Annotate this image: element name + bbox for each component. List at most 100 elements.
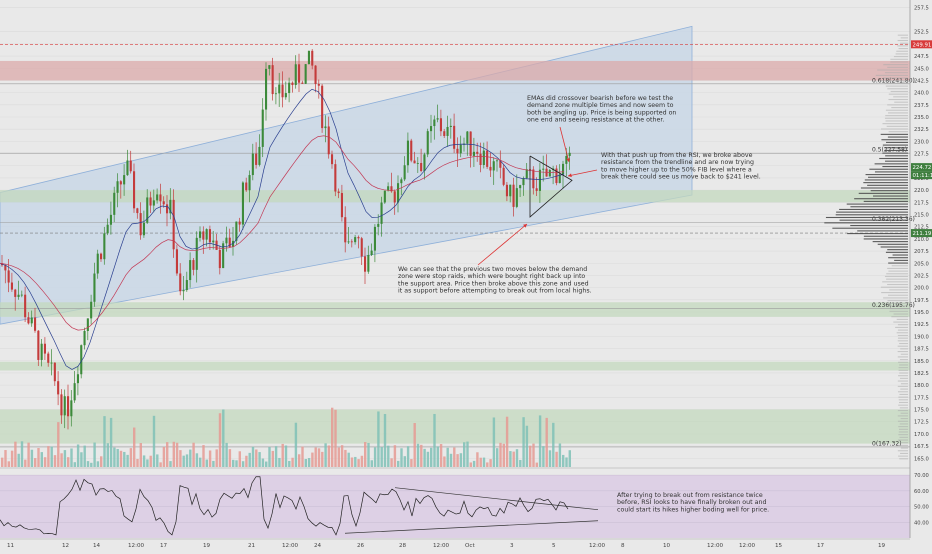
candle-body — [334, 164, 336, 191]
volume-profile-bar — [891, 91, 908, 92]
price-axis-tick-label: 175.0 — [914, 408, 929, 414]
resistance-price-tag: 249.91 — [913, 42, 932, 48]
rsi-breakout-note-line: before, RSI looks to have finally broken… — [617, 499, 766, 506]
volume-bar — [384, 414, 386, 467]
candle-body — [255, 154, 257, 165]
volume-bar — [219, 413, 221, 467]
volume-bar — [282, 444, 284, 467]
volume-profile-bar — [865, 179, 908, 180]
candle-body — [476, 152, 478, 154]
candle-body — [192, 260, 194, 270]
volume-bar — [344, 450, 346, 467]
candle-body — [258, 147, 260, 165]
candle-body — [130, 160, 132, 171]
candle-body — [163, 201, 165, 204]
volume-bar — [443, 456, 445, 467]
time-axis-label: 10 — [663, 543, 671, 549]
time-axis-label: 17 — [817, 543, 825, 549]
volume-bar — [493, 417, 495, 467]
volume-bar — [196, 453, 198, 467]
candle-body — [51, 363, 53, 364]
volume-profile-bar — [898, 338, 908, 339]
volume-bar — [232, 460, 234, 467]
candle-body — [470, 132, 472, 156]
candle-body — [509, 185, 511, 197]
price-axis-tick-label: 227.5 — [914, 152, 929, 158]
candle-body — [14, 290, 16, 297]
candle-body — [450, 126, 452, 127]
fib-level-label: 0(167.32) — [872, 440, 902, 447]
volume-bar — [117, 449, 119, 467]
candle-body — [34, 317, 36, 330]
rsi-push-note-line: resistance from the trendline and are no… — [601, 159, 754, 166]
volume-profile-bar — [893, 96, 908, 97]
volume-profile-bar — [847, 233, 908, 234]
price-axis-tick-label: 170.0 — [914, 432, 929, 438]
time-axis-label: 12:00 — [739, 543, 756, 549]
volume-bar — [24, 460, 26, 467]
candle-body — [87, 318, 89, 331]
volume-profile-bar — [884, 150, 908, 151]
volume-bar — [41, 452, 43, 467]
rsi-breakout-note-line: could start its hikes higher boding well… — [617, 506, 769, 513]
time-axis-label: 12:00 — [128, 543, 145, 549]
volume-bar — [460, 453, 462, 467]
volume-profile-bar — [847, 204, 908, 205]
volume-bar — [120, 451, 122, 467]
volume-bar — [222, 409, 224, 467]
volume-profile-bar — [899, 343, 908, 344]
volume-bar — [324, 443, 326, 467]
candle-body — [351, 241, 353, 242]
volume-bar — [473, 461, 475, 467]
time-axis-label: 21 — [248, 543, 256, 549]
volume-bar — [54, 455, 56, 467]
volume-bar — [1, 458, 3, 467]
volume-profile-bar — [885, 83, 908, 84]
candle-body — [456, 149, 458, 154]
candle-body — [324, 126, 326, 128]
stop-raid-note-line: We can see that the previous two moves b… — [398, 266, 587, 273]
candle-body — [489, 167, 491, 171]
candle-body — [57, 381, 59, 394]
candle-body — [364, 256, 366, 271]
volume-bar — [126, 455, 128, 467]
volume-profile-bar — [899, 402, 908, 403]
volume-profile-bar — [901, 448, 908, 449]
candle-body — [440, 118, 442, 131]
volume-profile-bar — [889, 289, 908, 290]
candle-body — [361, 238, 363, 256]
candle-body — [239, 222, 241, 225]
volume-bar — [64, 450, 66, 467]
stop-raid-note-line: zone were stop raids, which were bought … — [398, 273, 585, 280]
candle-body — [374, 227, 376, 251]
volume-profile-bar — [900, 359, 908, 360]
volume-bar — [348, 453, 350, 467]
time-axis-label: 12:00 — [282, 543, 299, 549]
volume-bar — [377, 411, 379, 467]
volume-profile-bar — [897, 332, 908, 333]
volume-profile-bar — [889, 131, 908, 132]
candle-body — [384, 191, 386, 203]
volume-bar — [235, 460, 237, 467]
volume-bar — [371, 460, 373, 467]
candle-body — [176, 249, 178, 273]
volume-profile-bar — [898, 391, 908, 392]
volume-profile-bar — [898, 351, 908, 352]
time-axis-label: 19 — [878, 543, 886, 549]
volume-profile-bar — [887, 268, 908, 269]
volume-profile-bar — [883, 78, 908, 79]
price-axis-tick-label: 230.0 — [914, 139, 929, 145]
volume-profile-bar — [901, 37, 908, 38]
volume-bar — [334, 410, 336, 467]
candle-body — [110, 215, 112, 225]
candle-body — [516, 188, 518, 207]
volume-profile-bar — [850, 206, 908, 207]
volume-profile-bar — [899, 372, 908, 373]
volume-profile-bar — [836, 214, 908, 215]
time-axis-label: 19 — [203, 543, 211, 549]
volume-bar — [123, 452, 125, 467]
volume-bar — [67, 457, 69, 467]
volume-profile-bar — [864, 236, 908, 237]
volume-profile-bar — [826, 217, 908, 218]
